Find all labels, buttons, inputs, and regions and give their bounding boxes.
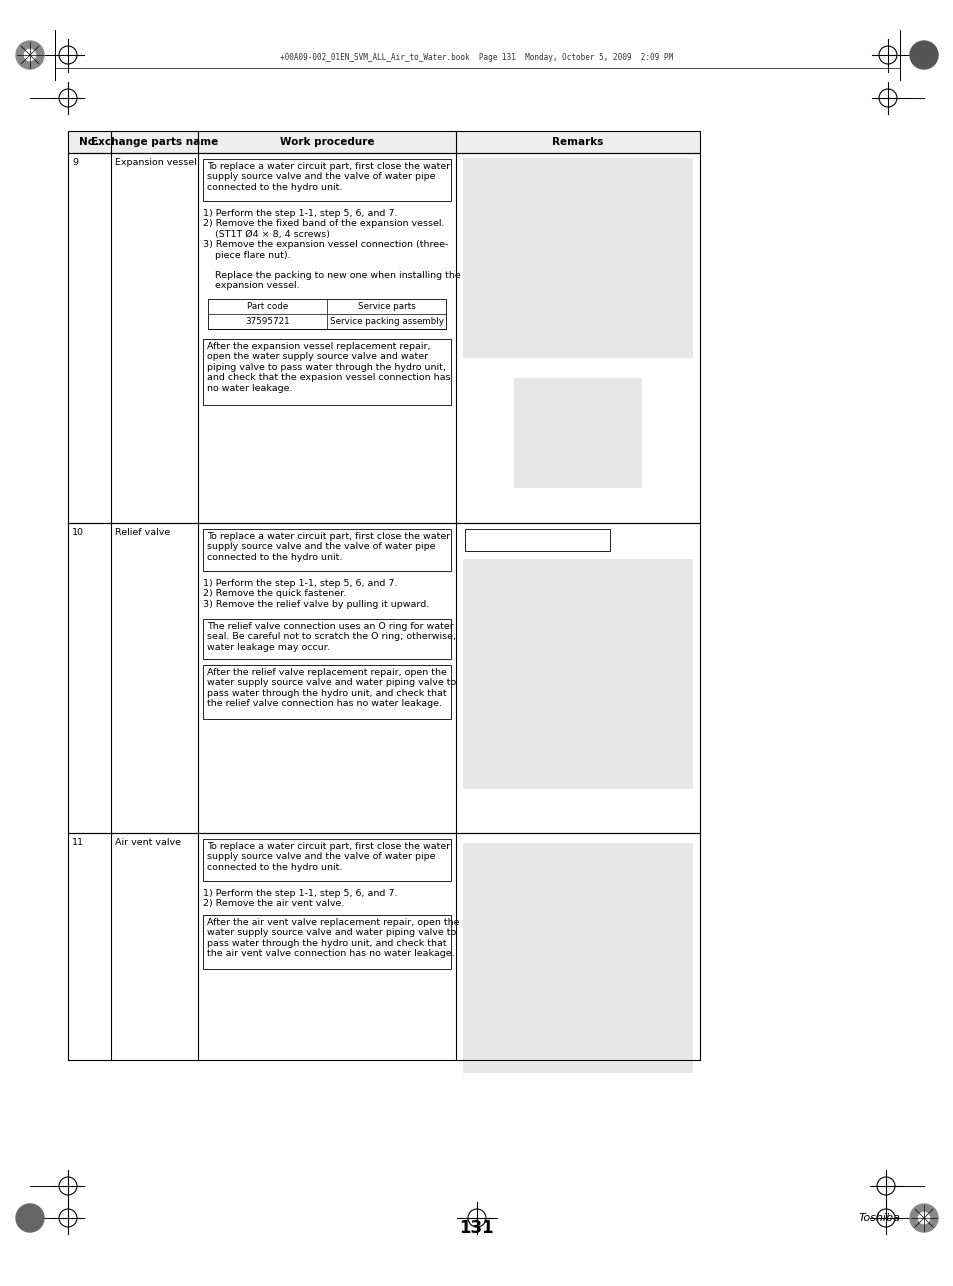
Bar [513, 378, 641, 487]
Text: Replace the packing to new one when installing the
    expansion vessel.: Replace the packing to new one when inst… [203, 271, 460, 291]
Bar [462, 559, 692, 790]
Bar [203, 529, 451, 571]
Text: After the expansion vessel replacement repair,
open the water supply source valv: After the expansion vessel replacement r… [207, 342, 450, 392]
Text: After the relief valve replacement repair, open the
water supply source valve an: After the relief valve replacement repai… [207, 667, 456, 709]
Text: Work procedure: Work procedure [279, 138, 374, 147]
Text: Relief valve: Relief valve [115, 529, 170, 538]
Bar [464, 529, 609, 550]
Bar [208, 300, 446, 329]
Circle shape [909, 41, 937, 69]
Text: Part code: Part code [247, 302, 288, 311]
Bar [203, 159, 451, 201]
Circle shape [16, 41, 44, 69]
Text: Air vent valve: Air vent valve [115, 838, 181, 847]
Text: Remarks: Remarks [552, 138, 603, 147]
Bar [462, 844, 692, 1073]
Text: Expansion vessel: Expansion vessel [115, 158, 196, 167]
Bar [462, 158, 692, 358]
Text: No.: No. [79, 138, 99, 147]
Circle shape [16, 1204, 44, 1232]
Text: +00A09-002_01EN_SVM_ALL_Air_to_Water.book  Page 131  Monday, October 5, 2009  2:: +00A09-002_01EN_SVM_ALL_Air_to_Water.boo… [280, 54, 673, 63]
Text: Exchange parts name: Exchange parts name [91, 138, 218, 147]
Text: Service packing assembly: Service packing assembly [329, 318, 443, 325]
Bar [203, 916, 451, 968]
Text: The relief valve connection uses an O ring for water
seal. Be careful not to scr: The relief valve connection uses an O ri… [207, 622, 456, 652]
Text: 1) Perform the step 1-1, step 5, 6, and 7.
2) Remove the quick fastener.
3) Remo: 1) Perform the step 1-1, step 5, 6, and … [203, 579, 429, 608]
Text: 131: 131 [459, 1219, 494, 1237]
Text: 1) Perform the step 1-1, step 5, 6, and 7.
2) Remove the fixed band of the expan: 1) Perform the step 1-1, step 5, 6, and … [203, 210, 448, 260]
Text: 10: 10 [71, 529, 84, 538]
Bar [203, 838, 451, 881]
Bar [203, 340, 451, 405]
Text: 37595721: 37595721 [245, 318, 290, 325]
Bar [68, 131, 700, 153]
Text: 11: 11 [71, 838, 84, 847]
Text: Toshiba: Toshiba [858, 1213, 900, 1223]
Bar [203, 665, 451, 719]
Text: Service parts: Service parts [357, 302, 415, 311]
Text: To replace a water circuit part, first close the water
supply source valve and t: To replace a water circuit part, first c… [207, 532, 450, 562]
Circle shape [25, 49, 35, 60]
Text: To replace a water circuit part, first close the water
supply source valve and t: To replace a water circuit part, first c… [207, 842, 450, 872]
Bar [203, 619, 451, 658]
Circle shape [918, 1213, 928, 1223]
Text: 1) Perform the step 1-1, step 5, 6, and 7.
2) Remove the air vent valve.: 1) Perform the step 1-1, step 5, 6, and … [203, 889, 397, 908]
Text: 9: 9 [71, 158, 78, 167]
Text: To replace a water circuit part, first close the water
supply source valve and t: To replace a water circuit part, first c… [207, 162, 450, 192]
Text: After the air vent valve replacement repair, open the
water supply source valve : After the air vent valve replacement rep… [207, 918, 459, 958]
Circle shape [909, 1204, 937, 1232]
